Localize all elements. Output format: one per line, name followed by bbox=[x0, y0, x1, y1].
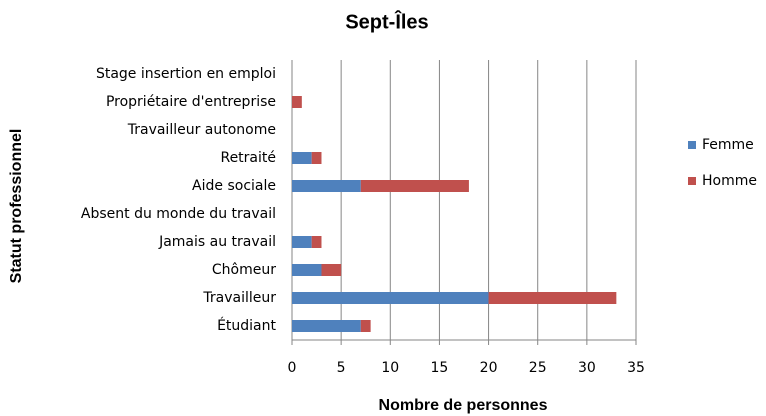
legend-swatch bbox=[688, 141, 696, 149]
chart-title: Sept-Îles bbox=[345, 9, 428, 33]
y-tick-label: Jamais au travail bbox=[158, 234, 276, 250]
y-tick-label: Travailleur autonome bbox=[127, 122, 276, 138]
x-tick-label: 35 bbox=[627, 360, 645, 376]
x-axis-label: Nombre de personnes bbox=[379, 397, 548, 414]
y-tick-label: Absent du monde du travail bbox=[81, 206, 276, 222]
y-tick-label: Propriétaire d'entreprise bbox=[106, 94, 276, 110]
bar bbox=[360, 180, 469, 192]
bar bbox=[292, 180, 361, 192]
bar bbox=[292, 264, 322, 276]
bar bbox=[292, 96, 302, 108]
bar bbox=[292, 236, 312, 248]
y-tick-label: Retraité bbox=[220, 150, 276, 166]
legend-label: Femme bbox=[702, 137, 754, 153]
bar bbox=[292, 152, 312, 164]
bar bbox=[360, 320, 371, 332]
x-tick-label: 5 bbox=[337, 360, 346, 376]
bar bbox=[311, 152, 322, 164]
bar bbox=[321, 264, 342, 276]
y-tick-label: Étudiant bbox=[217, 317, 276, 334]
x-tick-label: 0 bbox=[288, 360, 297, 376]
y-tick-label: Stage insertion en emploi bbox=[96, 66, 276, 82]
x-tick-label: 15 bbox=[431, 360, 449, 376]
y-tick-label: Travailleur bbox=[202, 290, 276, 306]
x-tick-label: 25 bbox=[529, 360, 547, 376]
x-tick-label: 10 bbox=[381, 360, 399, 376]
y-tick-label: Aide sociale bbox=[192, 178, 276, 194]
x-tick-label: 30 bbox=[578, 360, 596, 376]
bar bbox=[292, 320, 361, 332]
bar bbox=[488, 292, 617, 304]
bar bbox=[311, 236, 322, 248]
y-axis-label: Statut professionnel bbox=[8, 129, 25, 284]
legend-swatch bbox=[688, 177, 696, 185]
y-tick-label: Chômeur bbox=[212, 262, 276, 278]
x-tick-label: 20 bbox=[480, 360, 498, 376]
legend-label: Homme bbox=[702, 173, 757, 189]
bar bbox=[292, 292, 489, 304]
